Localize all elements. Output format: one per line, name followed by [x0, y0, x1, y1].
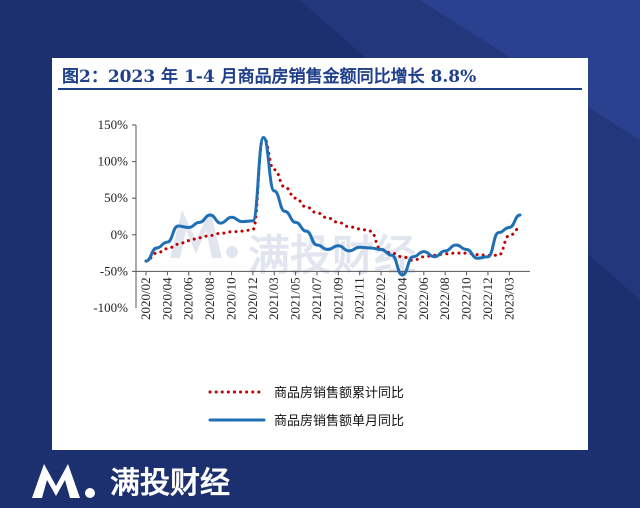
chart-title: 图2：2023 年 1-4 月商品房销售金额同比增长 8.8% — [62, 67, 477, 87]
y-tick-label: -100% — [93, 300, 128, 315]
legend-label-1: 商品房销售额累计同比 — [274, 385, 404, 401]
series-line-1 — [144, 135, 522, 263]
x-tick-label: 2022/12 — [480, 277, 495, 320]
x-tick-label: 2020/12 — [245, 277, 260, 320]
x-tick-label: 2022/02 — [373, 277, 388, 320]
watermark-logo-icon — [170, 210, 238, 258]
x-tick-label: 2022/08 — [437, 277, 452, 320]
legend-label-2: 商品房销售额单月同比 — [274, 413, 404, 429]
x-tick-label: 2020/06 — [181, 277, 196, 320]
y-tick-label: 50% — [104, 190, 128, 205]
x-tick-label: 2020/10 — [223, 277, 238, 320]
y-tick-label: -50% — [100, 263, 128, 278]
x-tick-label: 2021/11 — [352, 277, 367, 319]
x-tick-label: 2021/05 — [288, 277, 303, 320]
chart-card: 图2：2023 年 1-4 月商品房销售金额同比增长 8.8% 满投财经 150… — [52, 58, 588, 450]
brand-name: 满投财经 — [110, 466, 230, 501]
chart-plot: 满投财经 150%100%50%0%-50%-100% 2020/02 2020/0… — [93, 117, 530, 429]
x-tick-label: 2020/04 — [159, 277, 174, 320]
x-tick-label: 2022/10 — [459, 277, 474, 320]
x-tick-label: 2022/04 — [394, 277, 409, 320]
x-tick-label: 2021/09 — [330, 277, 345, 320]
brand-logo-icon — [32, 464, 95, 498]
title-divider — [58, 88, 582, 90]
series-line-2 — [144, 135, 522, 277]
x-tick-label: 2020/02 — [138, 277, 153, 320]
x-tick-label: 2021/07 — [309, 277, 324, 320]
x-tick-label: 2023/03 — [501, 277, 516, 320]
brand-footer: 满投财经 — [30, 460, 230, 501]
x-tick-label: 2022/06 — [416, 277, 431, 320]
x-tick-label: 2021/03 — [266, 277, 281, 320]
x-tick-label: 2020/08 — [202, 277, 217, 320]
y-tick-label: 150% — [98, 117, 129, 132]
y-tick-label: 0% — [111, 227, 129, 242]
y-tick-label: 100% — [98, 154, 129, 169]
